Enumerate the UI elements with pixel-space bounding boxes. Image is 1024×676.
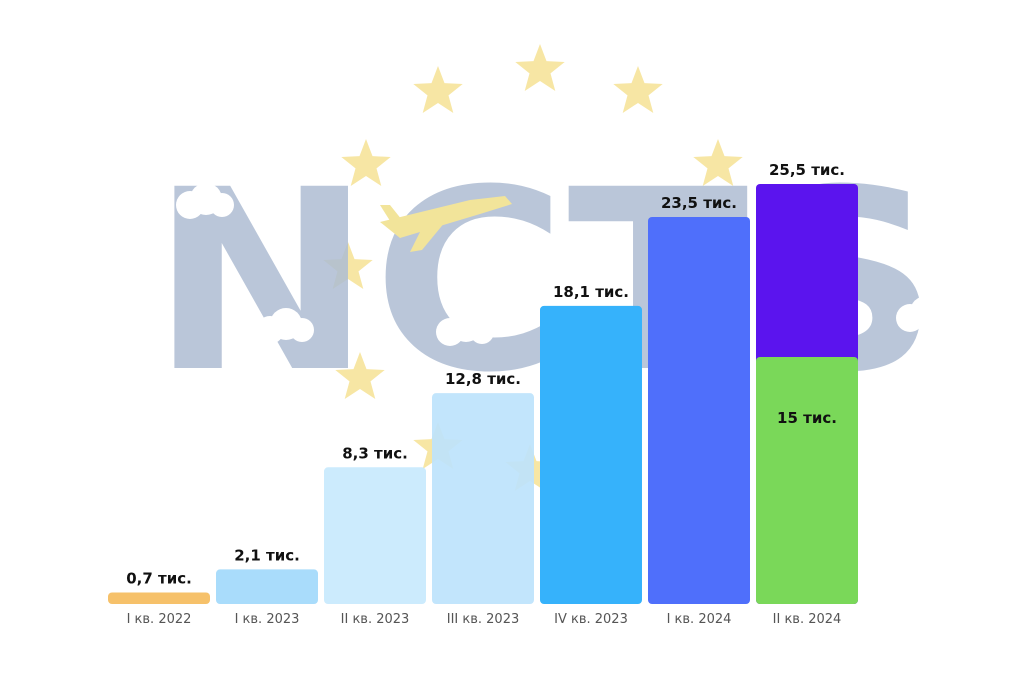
segment-label: 15 тис. <box>777 409 837 427</box>
cloud-icon <box>256 308 314 344</box>
star-icon <box>335 352 385 399</box>
star-icon <box>515 44 565 91</box>
bar <box>432 393 534 604</box>
tick-label: II кв. 2024 <box>773 612 842 627</box>
tick-label: IV кв. 2023 <box>554 612 628 627</box>
background-clouds <box>176 183 954 346</box>
tick-label: I кв. 2022 <box>127 612 192 627</box>
cloud-icon <box>896 296 954 332</box>
bar <box>540 305 642 604</box>
airplane-icon <box>380 196 512 252</box>
cloud-icon <box>176 183 234 219</box>
tick-label: I кв. 2024 <box>667 612 732 627</box>
value-label: 18,1 тис. <box>553 283 629 301</box>
star-icon <box>413 66 463 113</box>
star-icon <box>613 66 663 113</box>
value-label: 23,5 тис. <box>661 194 737 212</box>
cloud-icon <box>436 310 494 346</box>
star-icon <box>341 139 391 186</box>
value-labels: 0,7 тис. 2,1 тис. 8,3 тис. 12,8 тис. 18,1 ти… <box>126 161 845 587</box>
bars <box>108 184 858 605</box>
bar <box>216 569 318 604</box>
value-label: 0,7 тис. <box>126 569 192 587</box>
value-label: 25,5 тис. <box>769 161 845 179</box>
tick-label: II кв. 2023 <box>341 612 410 627</box>
bar-segment <box>756 356 858 604</box>
bar <box>108 592 210 604</box>
category-labels: I кв. 2022 I кв. 2023 II кв. 2023 III кв. 2… <box>127 612 842 627</box>
value-label: 2,1 тис. <box>234 546 300 564</box>
star-icon <box>323 242 373 289</box>
value-label: 12,8 тис. <box>445 370 521 388</box>
tick-label: I кв. 2023 <box>235 612 300 627</box>
bar <box>648 216 750 605</box>
tick-label: III кв. 2023 <box>447 612 520 627</box>
value-label: 8,3 тис. <box>342 444 408 462</box>
bar <box>324 467 426 604</box>
star-icon <box>693 139 743 186</box>
